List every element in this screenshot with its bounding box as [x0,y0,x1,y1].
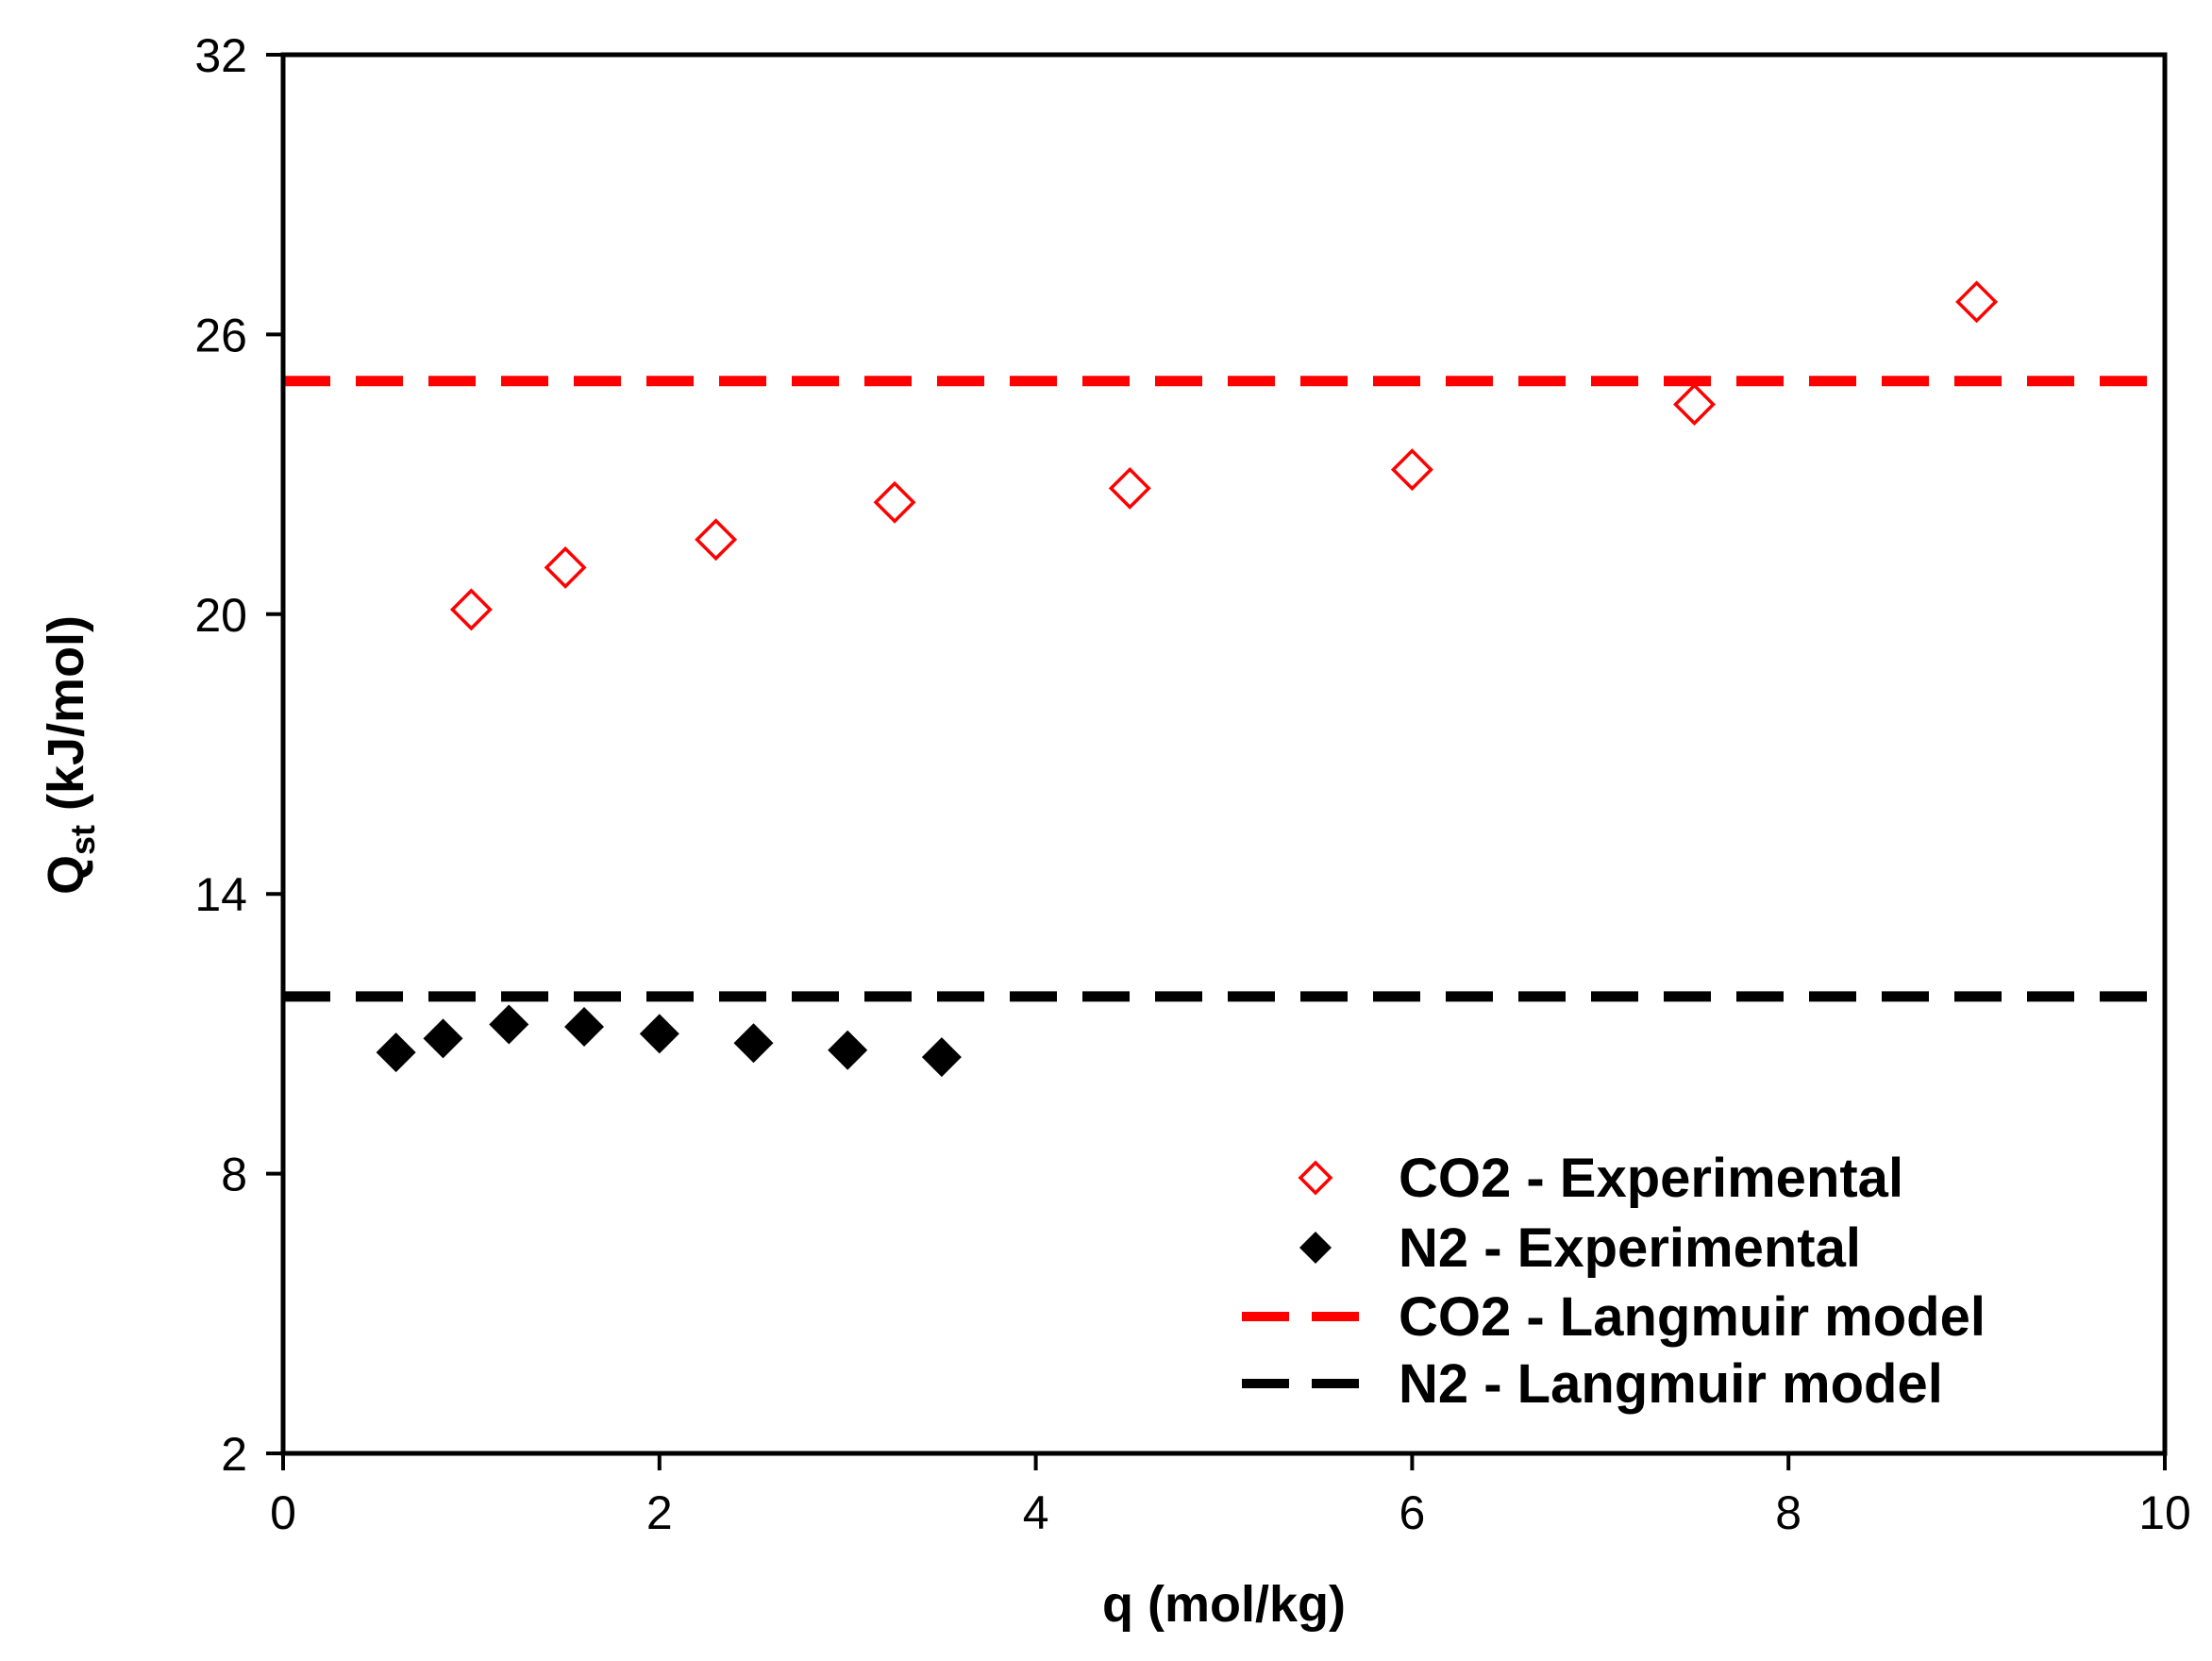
legend-n2-langmuir-model-label: N2 - Langmuir model [1399,1353,1943,1415]
x-tick-label: 0 [270,1486,296,1539]
model-lines [283,376,2165,1002]
co2-experimental-point [1673,383,1716,426]
x-axis-title: q (mol/kg) [1102,1576,1346,1633]
y-axis-title-units: (kJ/mol) [38,615,94,825]
y-axis: 2 8 14 20 26 32 [194,29,283,1481]
legend-n2-experimental-label: N2 - Experimental [1399,1217,1861,1279]
n2-experimental-point [423,1018,463,1059]
x-tick-label: 2 [646,1486,673,1539]
n2-experimental-point [376,1032,416,1073]
co2-experimental-point [1955,280,1999,324]
y-tick-label: 32 [194,29,247,82]
x-tick-label: 4 [1023,1486,1049,1539]
legend-co2-experimental-label: CO2 - Experimental [1399,1148,1903,1209]
n2-experimental-point [489,1004,529,1045]
n2-experimental-point [639,1014,679,1054]
y-axis-title-main: Q [38,855,94,895]
co2-experimental-point [449,588,493,631]
plot-frame [280,52,2168,1456]
x-tick-label: 10 [2138,1486,2191,1539]
co2-experimental-point [873,480,916,524]
x-tick-label: 6 [1399,1486,1425,1539]
legend-n2-experimental-symbol [1299,1232,1332,1264]
co2-experimental-point [544,545,587,589]
x-axis: 0 2 4 6 8 10 [270,1453,2191,1539]
co2-experimental-point [1108,466,1151,510]
n2-experimental-point [733,1023,774,1064]
legend-co2-langmuir-model-label: CO2 - Langmuir model [1399,1286,1986,1348]
x-tick-label: 8 [1775,1486,1801,1539]
y-tick-label: 26 [194,309,247,361]
y-tick-label: 8 [221,1149,247,1201]
data-markers [376,280,1999,1078]
y-tick-label: 2 [221,1428,247,1481]
y-tick-label: 14 [194,868,247,921]
n2-experimental-point [921,1037,962,1078]
y-axis-title: Qst (kJ/mol) [38,615,102,895]
y-tick-label: 20 [194,589,247,642]
y-axis-title-subscript: st [63,825,102,855]
co2-experimental-point [695,518,738,562]
n2-experimental-point [564,1006,605,1047]
legend: CO2 - Experimental N2 - Experimental CO2 -… [1242,1148,1986,1415]
co2-experimental-point [1390,448,1433,492]
legend-co2-experimental-symbol [1298,1160,1333,1196]
n2-experimental-point [828,1030,868,1070]
